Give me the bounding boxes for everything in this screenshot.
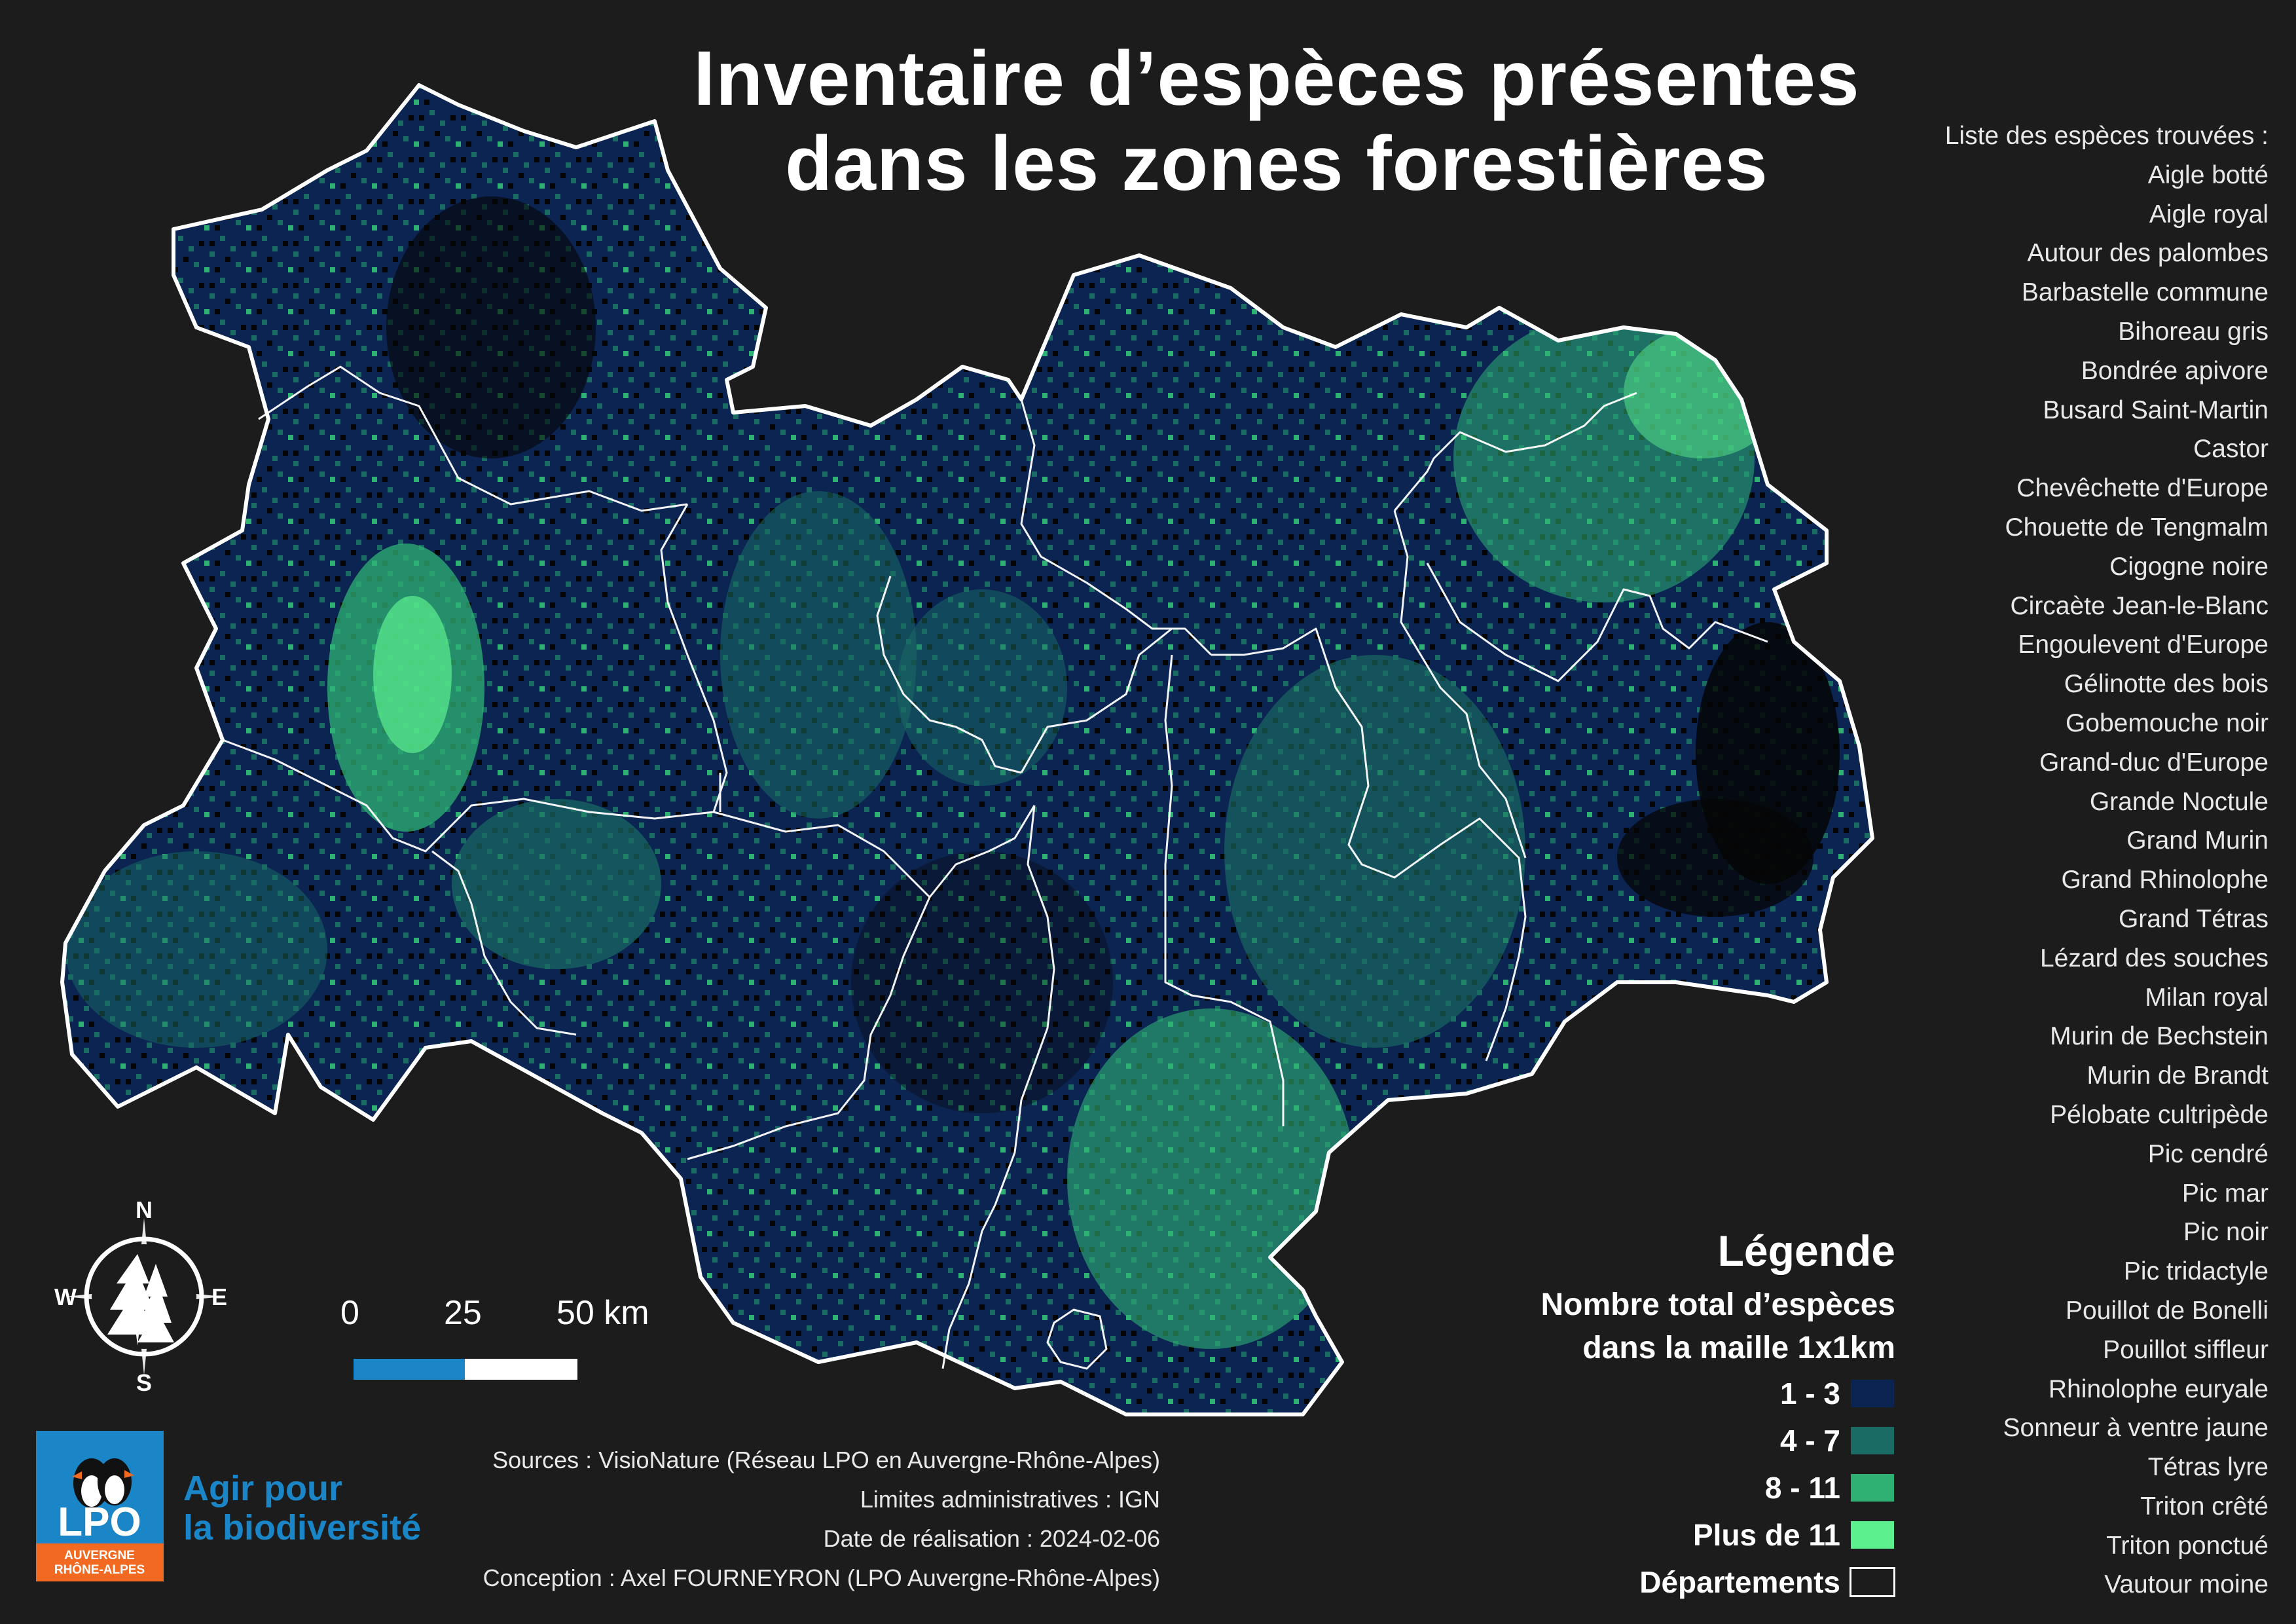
species-item: Busard Saint-Martin <box>2043 396 2269 424</box>
species-item: Grande Noctule <box>2089 787 2269 816</box>
species-item: Autour des palombes <box>2027 239 2269 268</box>
logo-region-line-1: AUVERGNE <box>64 1549 135 1562</box>
species-item: Cigogne noire <box>2109 552 2269 581</box>
species-item: Grand Murin <box>2126 826 2269 855</box>
legend-swatch <box>1850 1378 1895 1409</box>
species-item: Grand-duc d'Europe <box>2039 748 2269 777</box>
sources-block: Sources : VisioNature (Réseau LPO en Auv… <box>458 1441 1160 1598</box>
legend-swatch <box>1850 1426 1895 1456</box>
scale-segment-blue <box>354 1359 465 1380</box>
region-outline <box>60 83 1874 1416</box>
scale-label-0: 0 <box>340 1294 359 1332</box>
species-item: Tétras lyre <box>2147 1453 2269 1482</box>
species-item: Pic noir <box>2183 1218 2269 1247</box>
compass-e: E <box>211 1283 227 1310</box>
species-item: Murin de Brandt <box>2086 1061 2269 1090</box>
legend-class-label: 1 - 3 <box>1779 1376 1840 1411</box>
species-item: Castor <box>2193 435 2269 464</box>
species-item: Barbastelle commune <box>2021 278 2269 307</box>
species-item: Engoulevent d'Europe <box>2018 631 2269 659</box>
species-item: Gélinotte des bois <box>2064 670 2269 699</box>
logo-tagline-line-2: la biodiversité <box>183 1508 422 1547</box>
species-item: Milan royal <box>2145 983 2269 1012</box>
legend-subtitle-line-2: dans la maille 1x1km <box>1582 1331 1895 1365</box>
legend-title: Légende <box>1717 1227 1895 1275</box>
lpo-logo: LPO AUVERGNE RHÔNE-ALPES Agir pour la bi… <box>36 1431 429 1581</box>
species-item: Circaète Jean-le-Blanc <box>2010 591 2269 620</box>
logo-region-line-2: RHÔNE-ALPES <box>54 1562 145 1577</box>
scale-label-25: 25 <box>444 1294 482 1332</box>
legend-row-departements: Départements <box>1408 1559 1895 1606</box>
legend-departements-swatch <box>1850 1567 1895 1597</box>
legend: Légende Nombre total d’espèces dans la m… <box>1408 1225 1895 1606</box>
scale-label-50: 50 km <box>556 1294 649 1332</box>
sources-line: Sources : VisioNature (Réseau LPO en Auv… <box>492 1447 1160 1473</box>
species-item: Pic cendré <box>2147 1139 2269 1168</box>
species-item: Murin de Bechstein <box>2050 1022 2269 1051</box>
department-boundaries <box>222 365 1768 1370</box>
compass-n: N <box>136 1198 153 1223</box>
legend-departements-label: Départements <box>1639 1565 1840 1599</box>
species-list-heading: Liste des espèces trouvées : <box>1944 122 2269 150</box>
legend-subtitle: Nombre total d’espèces dans la maille 1x… <box>1408 1283 1896 1370</box>
species-item: Pélobate cultripède <box>2050 1100 2269 1129</box>
title-line-1: Inventaire d’espèces présentes <box>693 35 1860 122</box>
species-item: Bihoreau gris <box>2118 317 2269 346</box>
north-arrow-compass: N S E W <box>54 1198 227 1395</box>
legend-row: 4 - 7 <box>1408 1417 1895 1464</box>
species-item: Sonneur à ventre jaune <box>2003 1414 2269 1443</box>
title-line-2: dans les zones forestières <box>785 120 1768 207</box>
legend-row: 1 - 3 <box>1408 1370 1895 1417</box>
species-item: Grand Rhinolophe <box>2061 866 2269 895</box>
species-item: Grand Tétras <box>2118 904 2269 933</box>
legend-class-label: 8 - 11 <box>1764 1471 1840 1505</box>
species-item: Pouillot de Bonelli <box>2065 1296 2269 1325</box>
species-item: Pouillot siffleur <box>2103 1335 2269 1364</box>
compass-s: S <box>136 1369 152 1395</box>
species-item: Gobemouche noir <box>2065 709 2269 737</box>
species-item: Triton ponctué <box>2106 1531 2269 1560</box>
species-item: Pic tridactyle <box>2123 1257 2269 1286</box>
species-item: Aigle royal <box>2149 200 2269 229</box>
species-item: Aigle botté <box>2147 160 2269 189</box>
legend-subtitle-line-1: Nombre total d’espèces <box>1540 1287 1896 1322</box>
legend-swatch <box>1850 1473 1895 1503</box>
scale-segment-white <box>465 1359 577 1380</box>
species-item: Chevêchette d'Europe <box>2016 474 2269 503</box>
logo-tagline-line-1: Agir pour <box>183 1469 342 1508</box>
compass-w: W <box>54 1283 77 1310</box>
species-item: Chouette de Tengmalm <box>2005 513 2269 542</box>
species-item: Vautour moine <box>2104 1570 2269 1599</box>
species-item: Pic mar <box>2181 1179 2269 1208</box>
logo-tagline: Agir pour la biodiversité <box>183 1469 421 1547</box>
map-title: Inventaire d’espèces présentes dans les … <box>629 36 1925 206</box>
conception-line: Conception : Axel FOURNEYRON (LPO Auverg… <box>483 1564 1160 1591</box>
species-item: Triton crêté <box>2140 1492 2269 1521</box>
species-item: Lézard des souches <box>2039 944 2269 972</box>
legend-class-label: 4 - 7 <box>1779 1424 1840 1458</box>
scale-bar: 0 25 50 km <box>340 1293 649 1385</box>
species-item: Bondrée apivore <box>2081 356 2269 385</box>
legend-swatch <box>1850 1520 1895 1550</box>
legend-row: Plus de 11 <box>1408 1511 1895 1559</box>
species-item: Rhinolophe euryale <box>2048 1375 2269 1403</box>
lpo-puffin-logo: LPO AUVERGNE RHÔNE-ALPES <box>36 1431 164 1581</box>
date-line: Date de réalisation : 2024-02-06 <box>823 1525 1160 1552</box>
admin-limits-line: Limites administratives : IGN <box>860 1486 1160 1513</box>
species-list: Liste des espèces trouvées : Aigle botté… <box>1902 117 2269 1604</box>
logo-lpo-text: LPO <box>58 1500 141 1545</box>
legend-class-label: Plus de 11 <box>1692 1518 1840 1552</box>
legend-row: 8 - 11 <box>1408 1464 1895 1511</box>
